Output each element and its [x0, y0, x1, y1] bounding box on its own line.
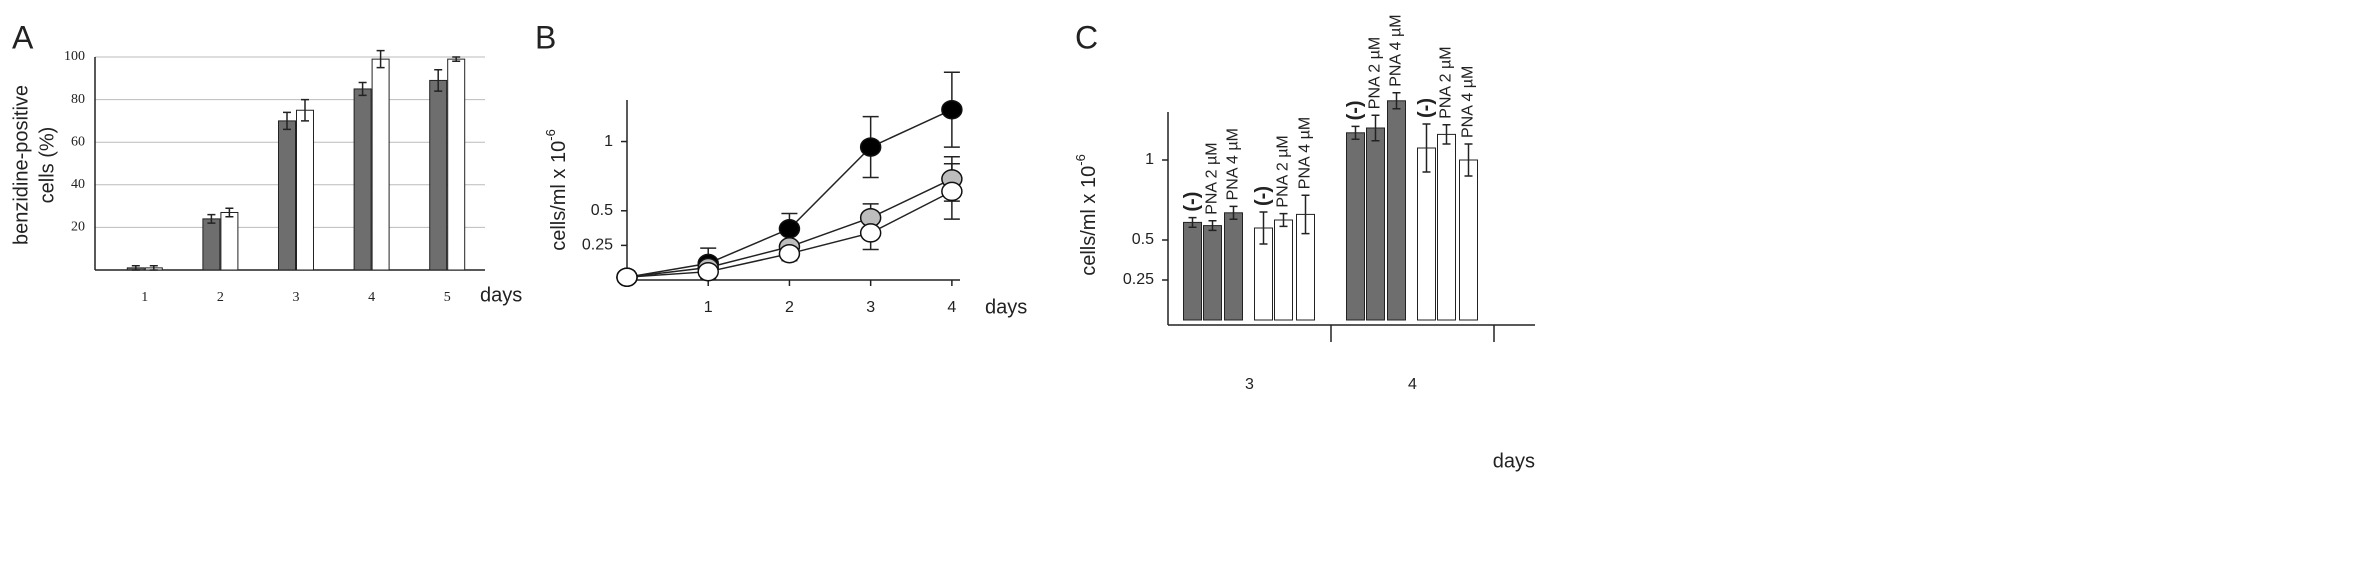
error-bar [225, 207, 234, 218]
error-bar [1422, 123, 1431, 173]
error-bar [1351, 125, 1360, 140]
y-tick-label: 60 [71, 134, 85, 149]
bar-label: (-) [1344, 100, 1366, 120]
bar-label: PNA 4 µM [1225, 128, 1242, 200]
bar [296, 109, 314, 271]
error-bar [1229, 205, 1238, 220]
bar [1346, 132, 1365, 321]
marker [778, 243, 801, 264]
y-tick-label: 0.25 [1123, 271, 1154, 288]
error-bar [434, 69, 443, 92]
error-bar [207, 213, 216, 224]
y-axis-label-sup: -6 [543, 129, 558, 141]
error-bar [1371, 114, 1380, 142]
x-tick-label: 3 [1245, 376, 1254, 393]
error-bar [1208, 220, 1217, 232]
bar [202, 218, 221, 271]
y-tick-label: 40 [71, 177, 85, 192]
y-axis-label: cells/ml x 10-6 [543, 129, 570, 251]
marker [859, 137, 882, 157]
error-bar [1259, 211, 1268, 245]
x-tick-label: 1 [141, 290, 148, 305]
error-bar [283, 111, 291, 131]
x-tick-label: 5 [444, 290, 451, 305]
x-tick-label: 1 [704, 299, 713, 316]
error-bar [1301, 194, 1310, 235]
y-tick-label: 20 [71, 220, 85, 235]
y-axis-label-main: cells/ml x 10 [548, 141, 570, 251]
error-bar [149, 264, 158, 271]
bar [447, 58, 466, 271]
x-tick-label: 2 [217, 290, 224, 305]
error-bar [1442, 124, 1451, 145]
x-tick-label: 4 [947, 299, 956, 316]
bar [1459, 159, 1478, 321]
marker [941, 99, 963, 120]
panel-label: B [535, 19, 556, 55]
bar-label: PNA 4 µM [1388, 14, 1405, 86]
y-axis-label-sup: -6 [1073, 154, 1088, 166]
x-tick-label: 4 [1408, 376, 1417, 393]
bar [1366, 127, 1385, 321]
x-axis-label: days [1493, 450, 1535, 472]
y-tick-label: 80 [71, 92, 85, 107]
y-tick-label: 1 [604, 133, 613, 150]
bar [371, 58, 390, 271]
bar [220, 211, 239, 271]
bar-label: PNA 2 µM [1438, 46, 1455, 118]
bar-label: PNA 2 µM [1275, 135, 1292, 207]
marker [616, 267, 638, 287]
x-tick-label: 3 [866, 299, 875, 316]
error-bar [1464, 143, 1473, 177]
bar-label: (-) [1181, 192, 1203, 212]
marker [859, 223, 882, 243]
error-bar [1392, 92, 1401, 110]
marker [697, 261, 719, 282]
y-tick-label: 0.5 [591, 202, 613, 219]
bar-label: PNA 4 µM [1460, 66, 1477, 138]
bar [278, 120, 296, 271]
bar-label: PNA 4 µM [1297, 117, 1314, 189]
x-axis-label: days [480, 284, 522, 306]
panel-label: A [12, 19, 34, 55]
bar-label: PNA 2 µM [1204, 142, 1221, 214]
error-bar [376, 49, 385, 69]
error-bar [452, 56, 461, 63]
x-axis-label: days [985, 296, 1027, 318]
y-tick-label: 0.5 [1132, 231, 1154, 248]
y-tick-label: 1 [1145, 151, 1154, 168]
bar [353, 88, 372, 271]
y-axis-label-main: cells/ml x 10 [1078, 166, 1100, 276]
y-axis-label: cells/ml x 10-6 [1073, 154, 1100, 276]
panel-label: C [1075, 19, 1098, 55]
bar [1417, 147, 1436, 321]
bar [1203, 225, 1222, 321]
error-bar [131, 264, 140, 271]
y-tick-label: 0.25 [582, 237, 613, 254]
bar-label: (-) [1252, 186, 1274, 206]
bar [1387, 100, 1406, 321]
y-axis-label: cells (%) [36, 127, 58, 204]
x-tick-label: 4 [368, 290, 375, 305]
y-tick-label: 100 [64, 49, 85, 64]
x-tick-label: 2 [785, 299, 794, 316]
y-axis-label: benzidine-positive [10, 85, 32, 245]
bar [1274, 219, 1293, 321]
bar [1224, 212, 1243, 321]
bar-label: PNA 2 µM [1367, 37, 1384, 109]
bar [1183, 221, 1202, 321]
bar-label: (-) [1415, 98, 1437, 118]
x-tick-label: 3 [293, 290, 300, 305]
bar [1437, 133, 1456, 321]
bar [429, 79, 448, 271]
error-bar [1188, 216, 1197, 228]
error-bar [358, 81, 367, 97]
error-bar [301, 98, 309, 122]
error-bar [1279, 212, 1288, 228]
marker [941, 181, 963, 202]
marker [778, 219, 801, 239]
